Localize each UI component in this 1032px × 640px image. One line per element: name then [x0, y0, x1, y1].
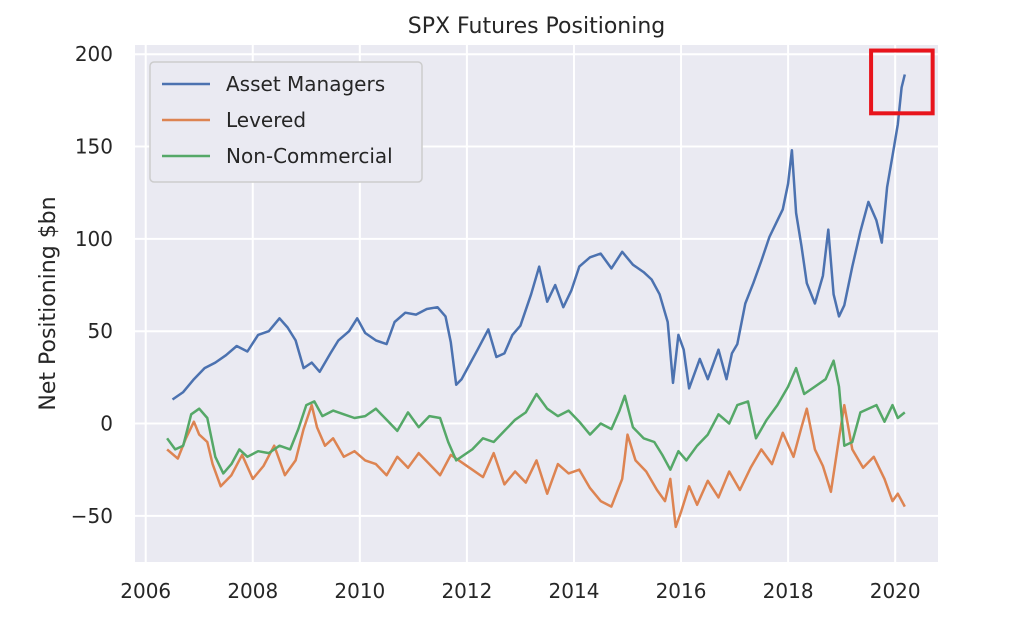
x-tick-label: 2018 [763, 579, 814, 603]
x-tick-label: 2010 [334, 579, 385, 603]
y-tick-label: 100 [75, 227, 113, 251]
y-tick-label: −50 [71, 504, 113, 528]
legend-box [149, 61, 423, 183]
x-tick-label: 2020 [870, 579, 921, 603]
legend-label: Levered [226, 108, 306, 132]
series-line-non-commercial [166, 359, 906, 475]
x-tick-label: 2008 [227, 579, 278, 603]
y-tick-label: 200 [75, 42, 113, 66]
y-tick-label: 150 [75, 135, 113, 159]
y-tick-label: 50 [88, 319, 113, 343]
x-tick-label: 2006 [120, 579, 171, 603]
highlight-box [869, 48, 935, 116]
x-tick-label: 2016 [656, 579, 707, 603]
x-tick-label: 2014 [549, 579, 600, 603]
series-line-asset-managers [171, 74, 907, 401]
chart-title: SPX Futures Positioning [408, 14, 666, 39]
legend-label: Asset Managers [226, 72, 385, 96]
series-lines [166, 74, 907, 529]
series-line-levered [166, 403, 906, 529]
x-tick-label: 2012 [441, 579, 492, 603]
y-tick-label: 0 [100, 412, 113, 436]
legend-label: Non-Commercial [226, 144, 393, 168]
y-axis-label: Net Positioning $bn [36, 196, 61, 410]
legend: Asset Managers Levered Non-Commercial [149, 61, 423, 183]
tick-labels: 2006 2008 2010 2012 2014 2016 2018 2020 −50 0 50 10… [71, 42, 921, 603]
